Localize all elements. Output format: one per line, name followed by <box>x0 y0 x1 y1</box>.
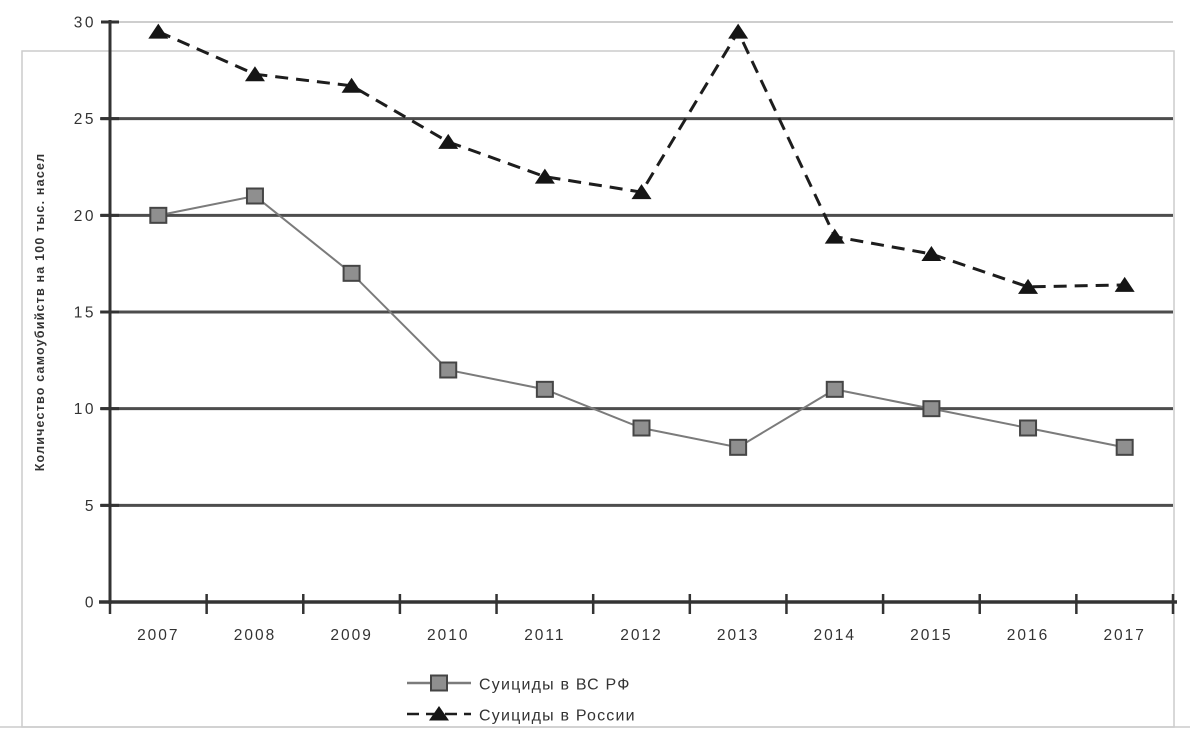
legend-label-vs-rf: Суициды в ВС РФ <box>479 677 631 694</box>
marker-square-2012 <box>632 419 651 437</box>
legend: Суициды в ВС РФ Суициды в России <box>407 674 636 725</box>
legend-label-russia: Суициды в России <box>479 708 636 725</box>
marker-triangle-2016 <box>1018 278 1039 294</box>
y-tick-label-30: 30 <box>74 15 96 32</box>
legend-square-icon <box>430 674 448 692</box>
marker-square-2016 <box>1019 419 1038 437</box>
marker-triangle-2014 <box>824 228 845 244</box>
x-tick-label-2015: 2015 <box>910 627 952 644</box>
x-tick-label-2008: 2008 <box>234 627 276 644</box>
marker-triangle-2009 <box>341 77 362 93</box>
x-tick-label-2007: 2007 <box>137 627 179 644</box>
marker-square-2010 <box>439 361 458 379</box>
y-tick-label-5: 5 <box>85 498 96 515</box>
marker-square-2017 <box>1115 438 1134 456</box>
marker-triangle-2013 <box>728 23 749 39</box>
y-tick-label-10: 10 <box>74 401 96 418</box>
x-tick-label-2017: 2017 <box>1103 627 1145 644</box>
marker-triangle-2008 <box>244 66 265 82</box>
marker-square-2014 <box>825 380 844 398</box>
y-tick-label-25: 25 <box>74 111 96 128</box>
x-tick-label-2010: 2010 <box>427 627 469 644</box>
marker-triangle-2015 <box>921 246 942 261</box>
x-tick-label-2012: 2012 <box>620 627 662 644</box>
marker-triangle-2012 <box>631 184 652 200</box>
legend-item-russia: Суициды в России <box>407 706 636 725</box>
x-tick-label-2016: 2016 <box>1007 627 1049 644</box>
x-tick-label-2013: 2013 <box>717 627 759 644</box>
x-tick-label-2011: 2011 <box>524 627 565 644</box>
marker-square-2015 <box>922 400 941 418</box>
x-tick-label-2014: 2014 <box>814 627 856 644</box>
chart-outer-border <box>21 50 1175 728</box>
marker-square-2009 <box>342 264 361 282</box>
y-axis-title: Количество самоубийств на 100 тыс. насел <box>33 153 47 472</box>
y-tick-label-20: 20 <box>74 208 96 225</box>
marker-triangle-2011 <box>534 168 555 184</box>
legend-item-vs-rf: Суициды в ВС РФ <box>407 674 631 694</box>
y-tick-label-15: 15 <box>74 305 96 322</box>
marker-triangle-2010 <box>438 133 459 149</box>
marker-triangle-2007 <box>148 23 169 39</box>
legend-triangle-icon <box>429 706 449 721</box>
series-line-russia <box>157 28 1125 289</box>
marker-square-2008 <box>245 187 264 205</box>
x-tick-label-2009: 2009 <box>330 627 372 644</box>
marker-square-2011 <box>535 380 554 398</box>
marker-triangle-2017 <box>1114 276 1135 292</box>
y-tick-label-0: 0 <box>85 595 96 612</box>
marker-square-2007 <box>149 206 168 224</box>
marker-square-2013 <box>729 438 748 456</box>
